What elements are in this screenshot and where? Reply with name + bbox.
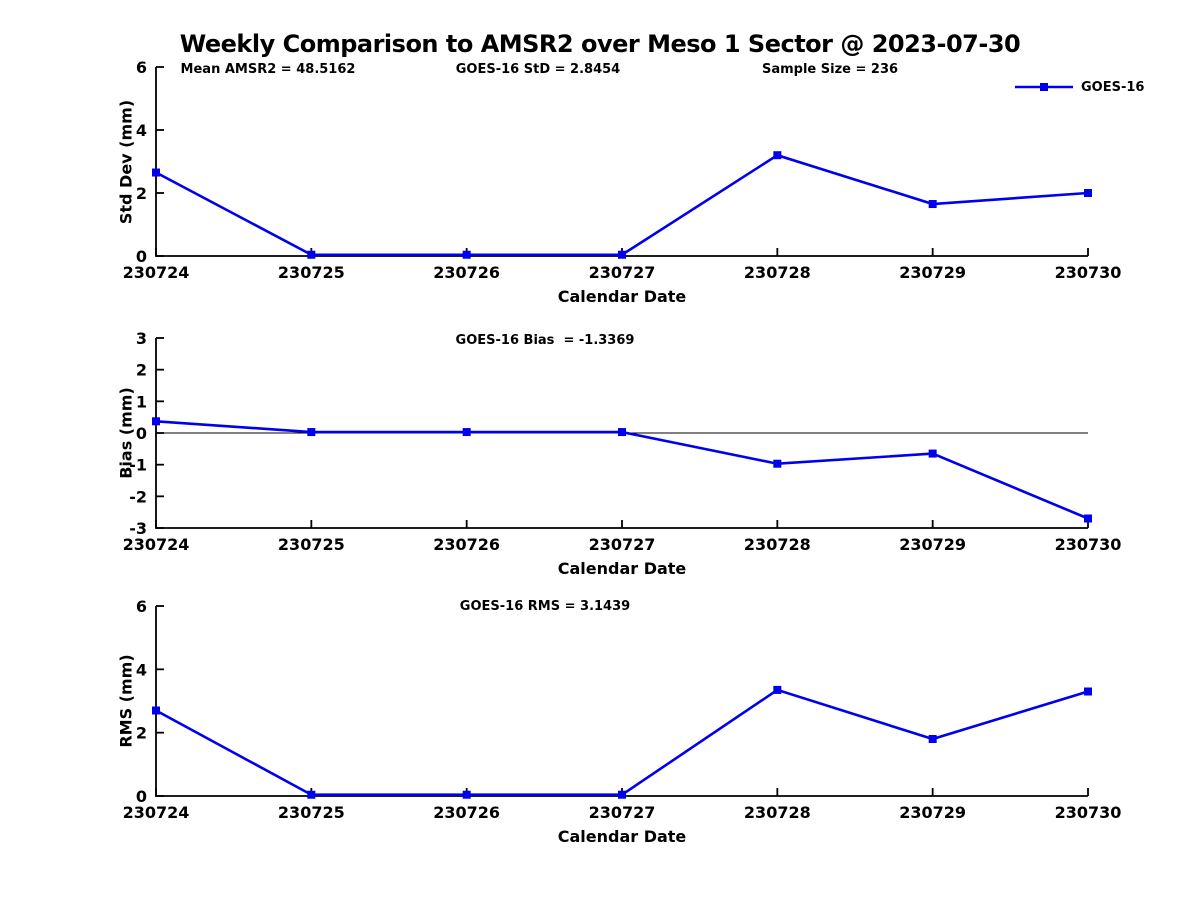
data-point-marker	[462, 250, 471, 259]
x-tick-label: 230725	[278, 803, 345, 822]
subplot-1: 0 2 4 6 230724 230725 230726 230727 230728 230729…	[123, 58, 1122, 282]
figure-title: Weekly Comparison to AMSR2 over Meso 1 S…	[179, 30, 1021, 58]
data-point-marker	[307, 428, 316, 437]
data-point-marker	[773, 459, 782, 468]
y-tick-label: 0	[136, 787, 147, 806]
x-tick-label: 230728	[744, 263, 811, 282]
stat-goes16-std: GOES-16 StD = 2.8454	[455, 62, 621, 77]
ylabel-rms: RMS (mm)	[116, 654, 136, 748]
series-line	[155, 153, 1089, 257]
x-tick-label: 230730	[1055, 263, 1122, 282]
data-point-marker	[307, 250, 316, 259]
x-tick-label: 230727	[589, 263, 656, 282]
axes-frame	[155, 606, 1088, 797]
stat-goes16-bias: GOES-16 Bias = -1.3369	[455, 333, 635, 348]
x-tick-label: 230726	[433, 803, 500, 822]
x-tick-label: 230730	[1055, 803, 1122, 822]
subplot-3: 0 2 4 6 230724 230725 230726 230727 230728 230729…	[123, 597, 1122, 822]
stat-goes16-rms: GOES-16 RMS = 3.1439	[459, 599, 631, 614]
y-tick-label: 0	[136, 424, 147, 443]
data-point-marker	[152, 168, 160, 177]
y-tick-label: 2	[136, 361, 147, 380]
y-tick-label: -3	[129, 519, 147, 538]
x-tick-label: 230728	[744, 803, 811, 822]
x-tick-label: 230726	[433, 535, 500, 554]
subplot-2: -3 -2 -1 0 1 2 3 230724 230725 230726 230727 230728…	[123, 329, 1122, 554]
x-tick-label: 230725	[278, 535, 345, 554]
xlabel-calendar-date-2: Calendar Date	[557, 559, 687, 578]
y-tick-label: 4	[136, 121, 147, 140]
y-tick-label: 4	[136, 660, 147, 679]
data-point-marker	[152, 706, 160, 715]
x-tick-label: 230729	[899, 803, 966, 822]
legend: GOES-16	[1014, 79, 1144, 95]
ylabel-stddev: Std Dev (mm)	[116, 99, 136, 225]
series-line	[155, 688, 1089, 797]
data-point-marker	[462, 790, 471, 799]
ylabel-bias: Bias (mm)	[116, 387, 136, 479]
data-point-marker	[1084, 514, 1092, 523]
data-point-marker	[152, 417, 160, 426]
legend-label: GOES-16	[1081, 79, 1145, 95]
x-tick-label: 230727	[589, 803, 656, 822]
y-tick-label: -1	[129, 456, 147, 475]
y-tick-label: 6	[136, 597, 147, 616]
x-tick-label: 230729	[899, 535, 966, 554]
y-tick-label: 3	[136, 329, 147, 348]
xlabel-calendar-date-1: Calendar Date	[557, 287, 687, 306]
x-tick-label: 230730	[1055, 535, 1122, 554]
x-tick-label: 230724	[123, 263, 190, 282]
x-tick-label: 230728	[744, 535, 811, 554]
x-tick-label: 230724	[123, 803, 190, 822]
data-point-marker	[928, 735, 937, 743]
y-tick-label: 0	[136, 247, 147, 266]
y-tick-label: 6	[136, 58, 147, 77]
data-point-marker	[928, 449, 937, 458]
legend-line-marker-icon	[1015, 83, 1073, 91]
data-point-marker	[307, 790, 316, 799]
axes-frame	[155, 67, 1088, 257]
data-point-marker	[462, 428, 471, 437]
x-tick-label: 230727	[589, 535, 656, 554]
data-point-marker	[618, 428, 626, 437]
xlabel-calendar-date-3: Calendar Date	[557, 827, 687, 846]
stat-sample-size: Sample Size = 236	[761, 62, 899, 77]
y-tick-label: 2	[136, 184, 147, 203]
x-tick-label: 230729	[899, 263, 966, 282]
y-tick-label: -2	[129, 487, 147, 506]
stat-mean-amsr2: Mean AMSR2 = 48.5162	[180, 62, 356, 77]
data-point-marker	[618, 250, 626, 259]
data-point-marker	[773, 151, 782, 160]
data-point-marker	[773, 685, 782, 694]
data-point-marker	[618, 790, 626, 799]
y-tick-label: 1	[136, 392, 147, 411]
data-point-marker	[1084, 189, 1092, 197]
data-point-marker	[1084, 687, 1092, 696]
x-tick-label: 230725	[278, 263, 345, 282]
y-tick-label: 2	[136, 724, 147, 743]
x-tick-label: 230724	[123, 535, 190, 554]
axes-frame	[155, 338, 1088, 529]
x-tick-label: 230726	[433, 263, 500, 282]
data-point-marker	[928, 200, 937, 209]
